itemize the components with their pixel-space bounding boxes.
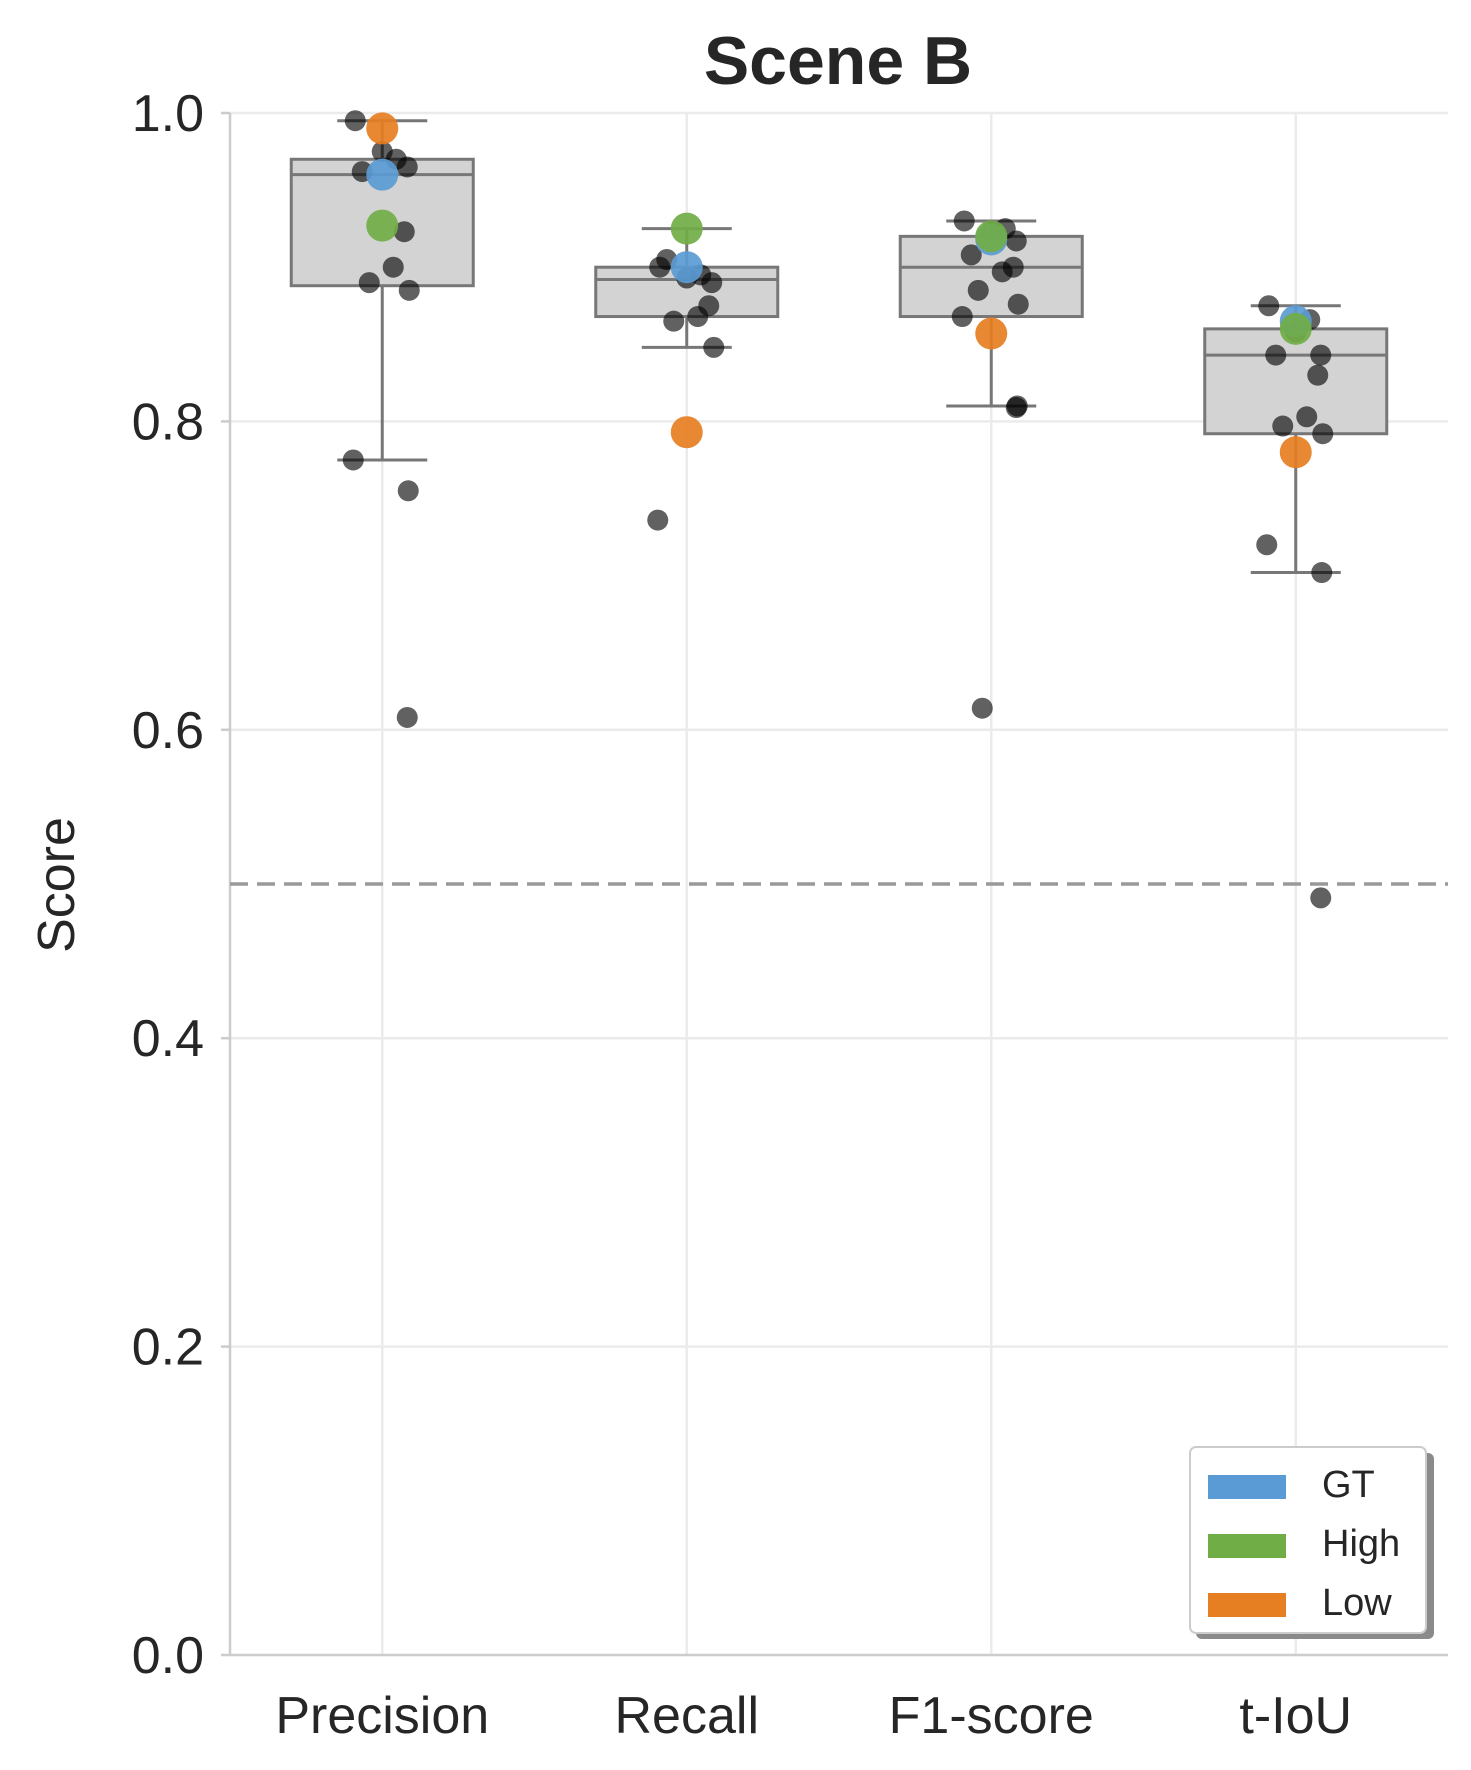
data-point bbox=[1307, 364, 1329, 386]
series-point-gt bbox=[366, 158, 399, 191]
data-point bbox=[398, 279, 420, 301]
data-point bbox=[396, 706, 418, 728]
legend-label-low: Low bbox=[1322, 1582, 1392, 1624]
data-point bbox=[1272, 415, 1294, 437]
data-point bbox=[701, 272, 723, 294]
data-point bbox=[342, 449, 364, 471]
data-point bbox=[1310, 887, 1332, 909]
data-point bbox=[396, 156, 418, 178]
x-tick-label: Recall bbox=[615, 1687, 760, 1745]
data-point bbox=[1310, 344, 1332, 366]
series-point-gt bbox=[670, 251, 703, 284]
data-point bbox=[951, 306, 973, 328]
series-point-low bbox=[366, 112, 399, 145]
data-point bbox=[1256, 534, 1278, 556]
data-point bbox=[1296, 406, 1318, 428]
data-point bbox=[960, 244, 982, 266]
data-point bbox=[371, 141, 393, 163]
series-points bbox=[366, 112, 1312, 469]
legend-swatch-high bbox=[1208, 1534, 1286, 1558]
data-point bbox=[703, 336, 725, 358]
series-point-low bbox=[670, 416, 703, 449]
chart-title: Scene B bbox=[704, 23, 972, 99]
x-tick-label: F1-score bbox=[889, 1687, 1094, 1745]
data-point bbox=[382, 256, 404, 278]
y-tick-label: 1.0 bbox=[132, 85, 204, 143]
data-point bbox=[1312, 423, 1334, 445]
y-axis-title: Score bbox=[28, 817, 86, 953]
x-tick-label: Precision bbox=[275, 1687, 489, 1745]
legend-label-gt: GT bbox=[1322, 1464, 1375, 1506]
data-point bbox=[1258, 295, 1280, 317]
data-point bbox=[971, 697, 993, 719]
y-tick-label: 0.0 bbox=[132, 1627, 204, 1685]
series-point-low bbox=[1279, 436, 1312, 469]
series-point-high bbox=[975, 220, 1008, 253]
data-point bbox=[1311, 562, 1333, 584]
x-tick-labels: Precision Recall F1-score t-IoU bbox=[275, 1687, 1352, 1745]
data-point bbox=[953, 210, 975, 232]
y-tick-label: 0.6 bbox=[132, 702, 204, 760]
data-point bbox=[1007, 293, 1029, 315]
data-point bbox=[991, 261, 1013, 283]
series-point-high bbox=[1279, 312, 1312, 345]
x-tick-label: t-IoU bbox=[1239, 1687, 1352, 1745]
series-point-high bbox=[670, 212, 703, 245]
y-tick-labels: 0.0 0.2 0.4 0.6 0.8 1.0 bbox=[132, 85, 204, 1685]
y-tick-label: 0.2 bbox=[132, 1319, 204, 1377]
data-point bbox=[1265, 344, 1287, 366]
box-iqr bbox=[1203, 327, 1389, 436]
legend-swatch-gt bbox=[1208, 1475, 1286, 1499]
data-point bbox=[344, 110, 366, 132]
series-point-high bbox=[366, 209, 399, 242]
legend-label-high: High bbox=[1322, 1523, 1400, 1565]
data-point bbox=[967, 279, 989, 301]
data-point bbox=[1005, 230, 1027, 252]
data-point bbox=[397, 480, 419, 502]
data-point bbox=[647, 509, 669, 531]
box-t-IoU bbox=[1203, 304, 1389, 575]
data-point bbox=[393, 221, 415, 243]
legend-swatch-low bbox=[1208, 1593, 1286, 1617]
data-point bbox=[1005, 397, 1027, 419]
data-point bbox=[663, 310, 685, 332]
y-tick-label: 0.8 bbox=[132, 393, 204, 451]
legend: GT High Low bbox=[1189, 1446, 1434, 1639]
data-point bbox=[687, 306, 709, 328]
data-point bbox=[358, 272, 380, 294]
y-tick-label: 0.4 bbox=[132, 1010, 204, 1068]
series-point-low bbox=[975, 317, 1008, 350]
